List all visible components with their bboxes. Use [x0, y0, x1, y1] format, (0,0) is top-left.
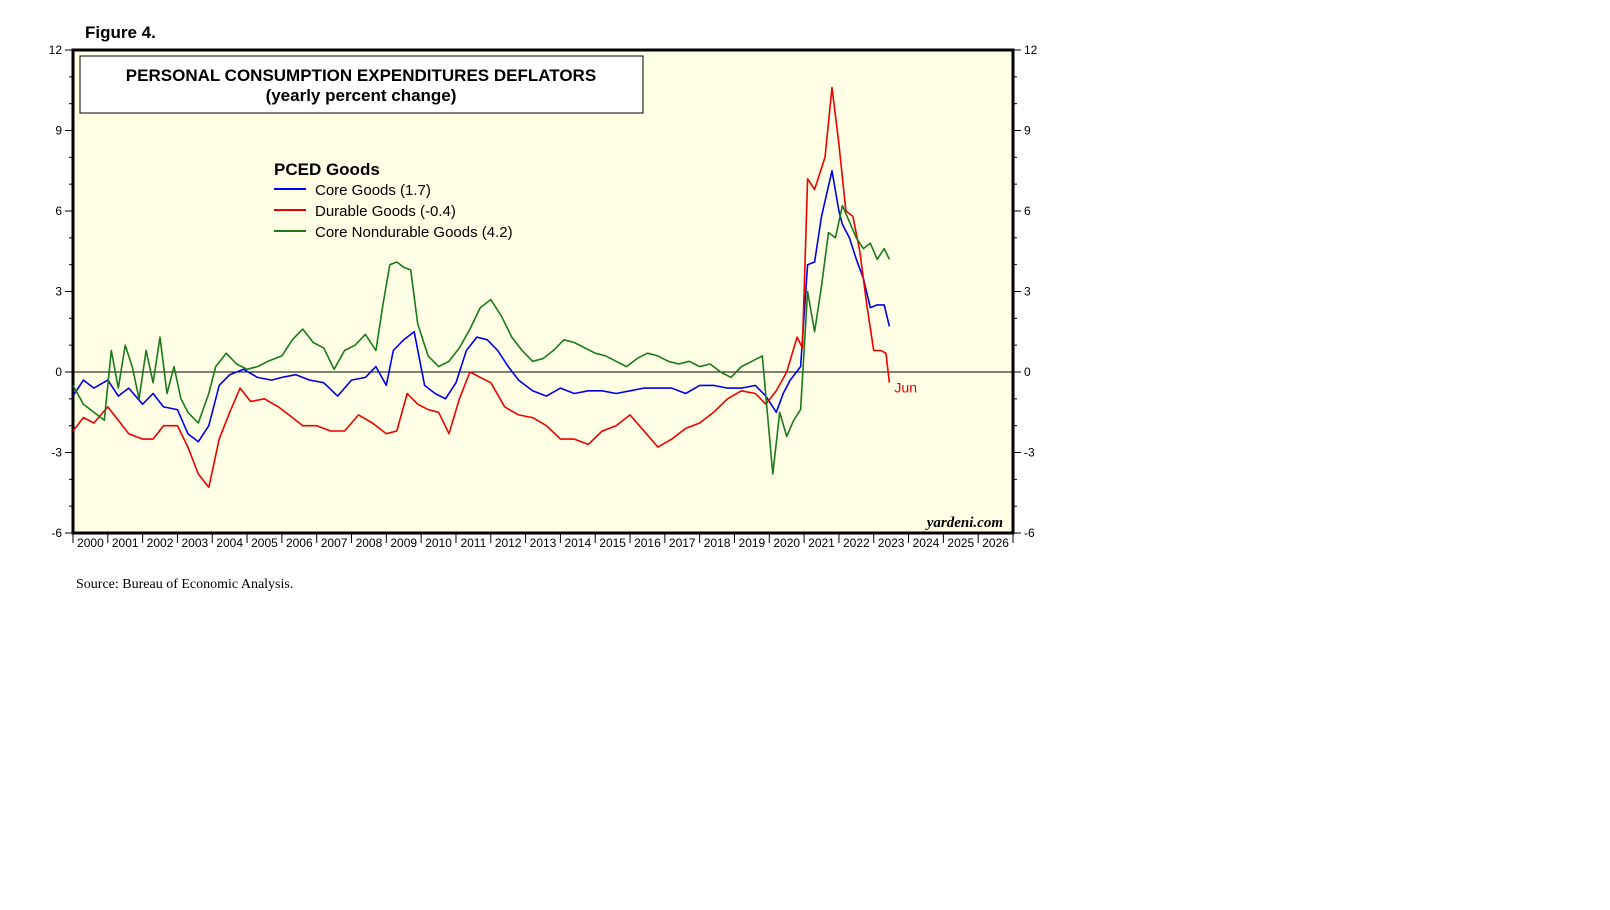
x-tick-label: 2019	[739, 536, 766, 550]
x-tick-label: 2000	[77, 536, 104, 550]
series-line-core-goods	[72, 170, 891, 443]
legend-label-durable-goods: Durable Goods (-0.4)	[315, 203, 456, 220]
plot-background	[71, 48, 1015, 535]
y-tick-label-left: -6	[51, 526, 62, 540]
x-tick-label: 2024	[913, 536, 940, 550]
x-tick-label: 2013	[530, 536, 557, 550]
x-tick-label: 2004	[216, 536, 243, 550]
x-tick-label: 2021	[808, 536, 835, 550]
y-tick-label-left: 6	[55, 204, 62, 218]
x-tick-label: 2020	[773, 536, 800, 550]
x-tick-label: 2001	[112, 536, 139, 550]
legend-label-core-nondurable-goods: Core Nondurable Goods (4.2)	[315, 224, 513, 241]
x-tick-label: 2010	[425, 536, 452, 550]
series-line-core-nondurable-goods	[72, 204, 891, 475]
x-tick-label: 2015	[599, 536, 626, 550]
jun-annotation: Jun	[894, 380, 917, 396]
series-lines	[72, 86, 891, 489]
x-tick-label: 2018	[704, 536, 731, 550]
y-tick-label-right: -6	[1024, 526, 1035, 540]
y-tick-label-right: 0	[1024, 365, 1031, 379]
y-tick-label-left: 12	[49, 43, 63, 57]
source-note: Source: Bureau of Economic Analysis.	[76, 577, 293, 592]
x-tick-label: 2011	[460, 536, 486, 550]
x-tick-label: 2014	[564, 536, 591, 550]
chart-subtitle: (yearly percent change)	[266, 86, 457, 105]
x-tick-label: 2025	[947, 536, 974, 550]
x-tick-label: 2016	[634, 536, 661, 550]
x-tick-label: 2002	[147, 536, 174, 550]
y-tick-label-right: 12	[1024, 43, 1038, 57]
x-tick-label: 2026	[982, 536, 1009, 550]
legend-title: PCED Goods	[274, 160, 380, 179]
x-axis: 2000 2001 2002 2003 2004 2005 2006 2007 2008 2009…	[72, 533, 1014, 550]
x-tick-label: 2005	[251, 536, 278, 550]
legend-label-core-goods: Core Goods (1.7)	[315, 182, 431, 199]
y-axis-right: -6 -3 0 3 6 9 12	[1013, 43, 1038, 540]
y-tick-label-right: 9	[1024, 124, 1031, 138]
series-line-durable-goods	[72, 86, 891, 489]
y-tick-label-left: -3	[51, 446, 62, 460]
watermark: yardeni.com	[925, 515, 1003, 531]
y-tick-label-right: 6	[1024, 204, 1031, 218]
chart-title: PERSONAL CONSUMPTION EXPENDITURES DEFLAT…	[126, 66, 596, 85]
x-tick-label: 2009	[390, 536, 417, 550]
figure-label: Figure 4.	[85, 23, 156, 42]
y-axis-left: -6 -3 0 3 6 9 12	[49, 43, 73, 540]
y-tick-label-left: 0	[55, 365, 62, 379]
y-tick-label-left: 9	[55, 124, 62, 138]
x-tick-label: 2006	[286, 536, 313, 550]
x-tick-label: 2012	[495, 536, 522, 550]
legend: PCED Goods Core Goods (1.7) Durable Good…	[274, 160, 513, 241]
x-tick-label: 2022	[843, 536, 870, 550]
y-tick-label-right: 3	[1024, 285, 1031, 299]
x-tick-label: 2023	[878, 536, 905, 550]
x-tick-label: 2007	[321, 536, 348, 550]
x-tick-label: 2017	[669, 536, 696, 550]
title-box	[79, 55, 644, 114]
x-tick-label: 2003	[182, 536, 209, 550]
y-tick-label-right: -3	[1024, 446, 1035, 460]
y-tick-label-left: 3	[55, 285, 62, 299]
x-tick-label: 2008	[356, 536, 383, 550]
